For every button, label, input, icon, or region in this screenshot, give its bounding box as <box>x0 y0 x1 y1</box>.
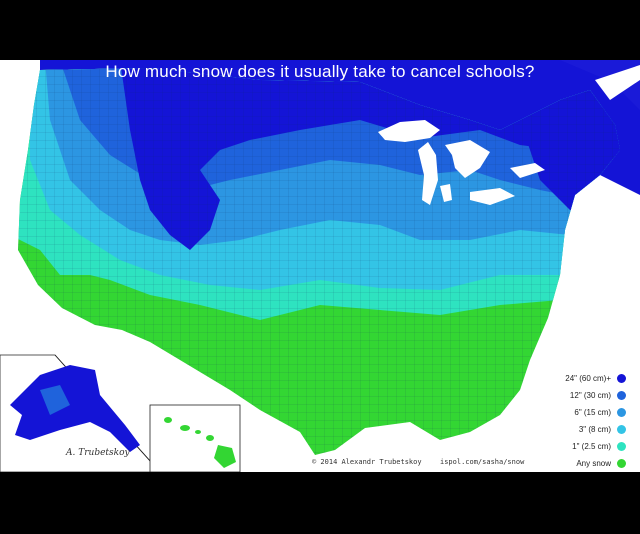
canada-region <box>40 60 640 195</box>
legend-swatch <box>617 459 626 468</box>
legend-label: Any snow <box>576 459 611 468</box>
credit-copyright: © 2014 Alexandr Trubetskoy <box>312 458 422 466</box>
legend-item-24in: 24" (60 cm)+ <box>565 370 626 387</box>
map-graphic <box>0 60 640 472</box>
map-title: How much snow does it usually take to ca… <box>105 62 535 81</box>
legend-item-any: Any snow <box>565 455 626 472</box>
legend-swatch <box>617 374 626 383</box>
alaska-inset <box>0 354 161 472</box>
legend-swatch <box>617 391 626 400</box>
legend-swatch <box>617 442 626 451</box>
legend-label: 1" (2.5 cm) <box>572 442 611 451</box>
hawaii-inset <box>149 404 241 472</box>
legend-label: 6" (15 cm) <box>574 408 611 417</box>
legend-item-3in: 3" (8 cm) <box>565 421 626 438</box>
legend-swatch <box>617 408 626 417</box>
legend-label: 3" (8 cm) <box>578 425 611 434</box>
legend-item-6in: 6" (15 cm) <box>565 404 626 421</box>
legend-label: 24" (60 cm)+ <box>565 374 611 383</box>
legend: 24" (60 cm)+ 12" (30 cm) 6" (15 cm) 3" (… <box>565 370 626 472</box>
great-lakes <box>378 120 545 205</box>
contiguous-us <box>18 68 620 455</box>
legend-label: 12" (30 cm) <box>569 391 611 400</box>
author-signature: A. Trubetskoy <box>66 448 130 458</box>
legend-item-1in: 1" (2.5 cm) <box>565 438 626 455</box>
credit-url: ispol.com/sasha/snow <box>440 458 525 466</box>
legend-swatch <box>617 425 626 434</box>
legend-item-12in: 12" (30 cm) <box>565 387 626 404</box>
snow-map: How much snow does it usually take to ca… <box>0 60 640 472</box>
